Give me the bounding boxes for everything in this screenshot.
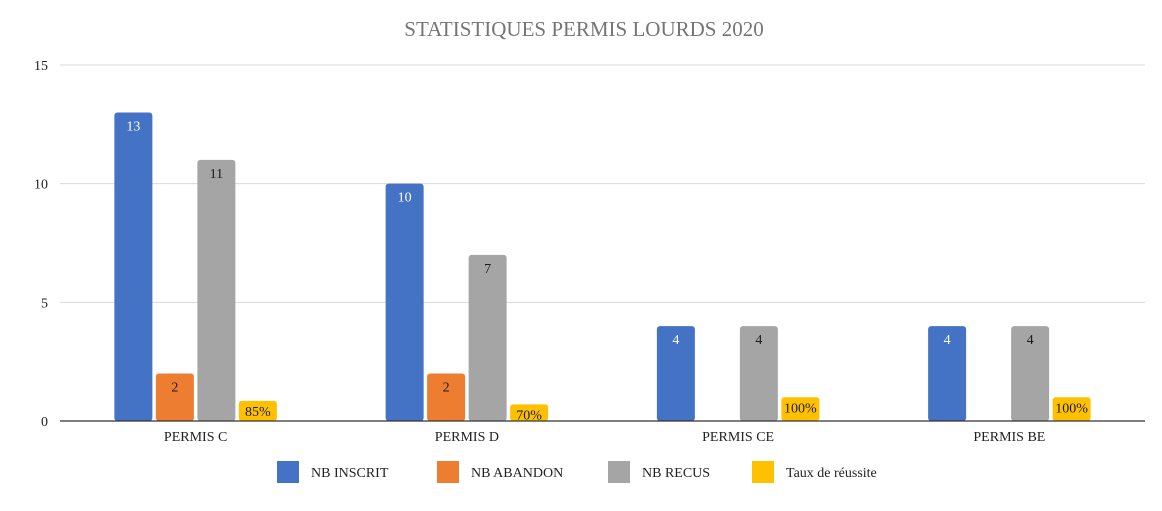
x-axis: PERMIS C PERMIS D PERMIS CE PERMIS BE (60, 420, 1145, 445)
data-label: 2 (443, 381, 450, 396)
bar (928, 326, 967, 421)
legend-label: NB ABANDON (471, 466, 563, 481)
y-tick-label: 0 (41, 415, 48, 430)
data-label: 4 (755, 333, 762, 348)
bar (1011, 326, 1050, 421)
bar (468, 254, 507, 421)
bar (739, 326, 778, 421)
bar (155, 373, 194, 421)
legend: NB INSCRIT NB ABANDON NB RECUS Taux de réus… (277, 461, 877, 483)
legend-swatch (437, 461, 459, 483)
data-label: 2 (171, 381, 178, 396)
bar (238, 400, 277, 421)
bar (197, 159, 236, 421)
data-label: 100% (1055, 401, 1088, 416)
category-label: PERMIS C (164, 430, 227, 445)
legend-label: NB RECUS (642, 466, 710, 481)
bar (656, 326, 695, 421)
category-label: PERMIS CE (702, 430, 774, 445)
data-label: 70% (516, 408, 542, 423)
bar (385, 183, 424, 421)
legend-swatch (608, 461, 630, 483)
category-label: PERMIS D (435, 430, 499, 445)
data-label: 85% (245, 405, 271, 420)
data-label: 4 (944, 333, 951, 348)
legend-swatch (277, 461, 299, 483)
bar (1052, 397, 1091, 421)
y-axis: 0 5 10 15 (34, 59, 48, 430)
gridlines (60, 64, 1145, 303)
chart-title: STATISTIQUES PERMIS LOURDS 2020 (404, 17, 763, 41)
data-label: 100% (784, 401, 817, 416)
data-label: 4 (672, 333, 679, 348)
data-label: 4 (1027, 333, 1034, 348)
data-label: 7 (484, 262, 491, 277)
y-tick-label: 10 (34, 178, 48, 193)
legend-label: NB INSCRIT (311, 466, 389, 481)
bar (114, 112, 153, 421)
category-label: PERMIS BE (973, 430, 1045, 445)
y-tick-label: 5 (41, 296, 48, 311)
bars (114, 112, 1091, 421)
bar (781, 397, 820, 421)
legend-swatch (752, 461, 774, 483)
bar (510, 404, 549, 421)
data-label: 11 (210, 167, 223, 182)
data-label: 10 (398, 191, 412, 206)
data-label: 13 (126, 119, 140, 134)
y-tick-label: 15 (34, 59, 48, 74)
bar (427, 373, 466, 421)
legend-label: Taux de réussite (786, 466, 877, 481)
data-labels: 13 2 11 85% 10 2 7 70% 4 4 100% 4 4 100% (126, 119, 1088, 423)
